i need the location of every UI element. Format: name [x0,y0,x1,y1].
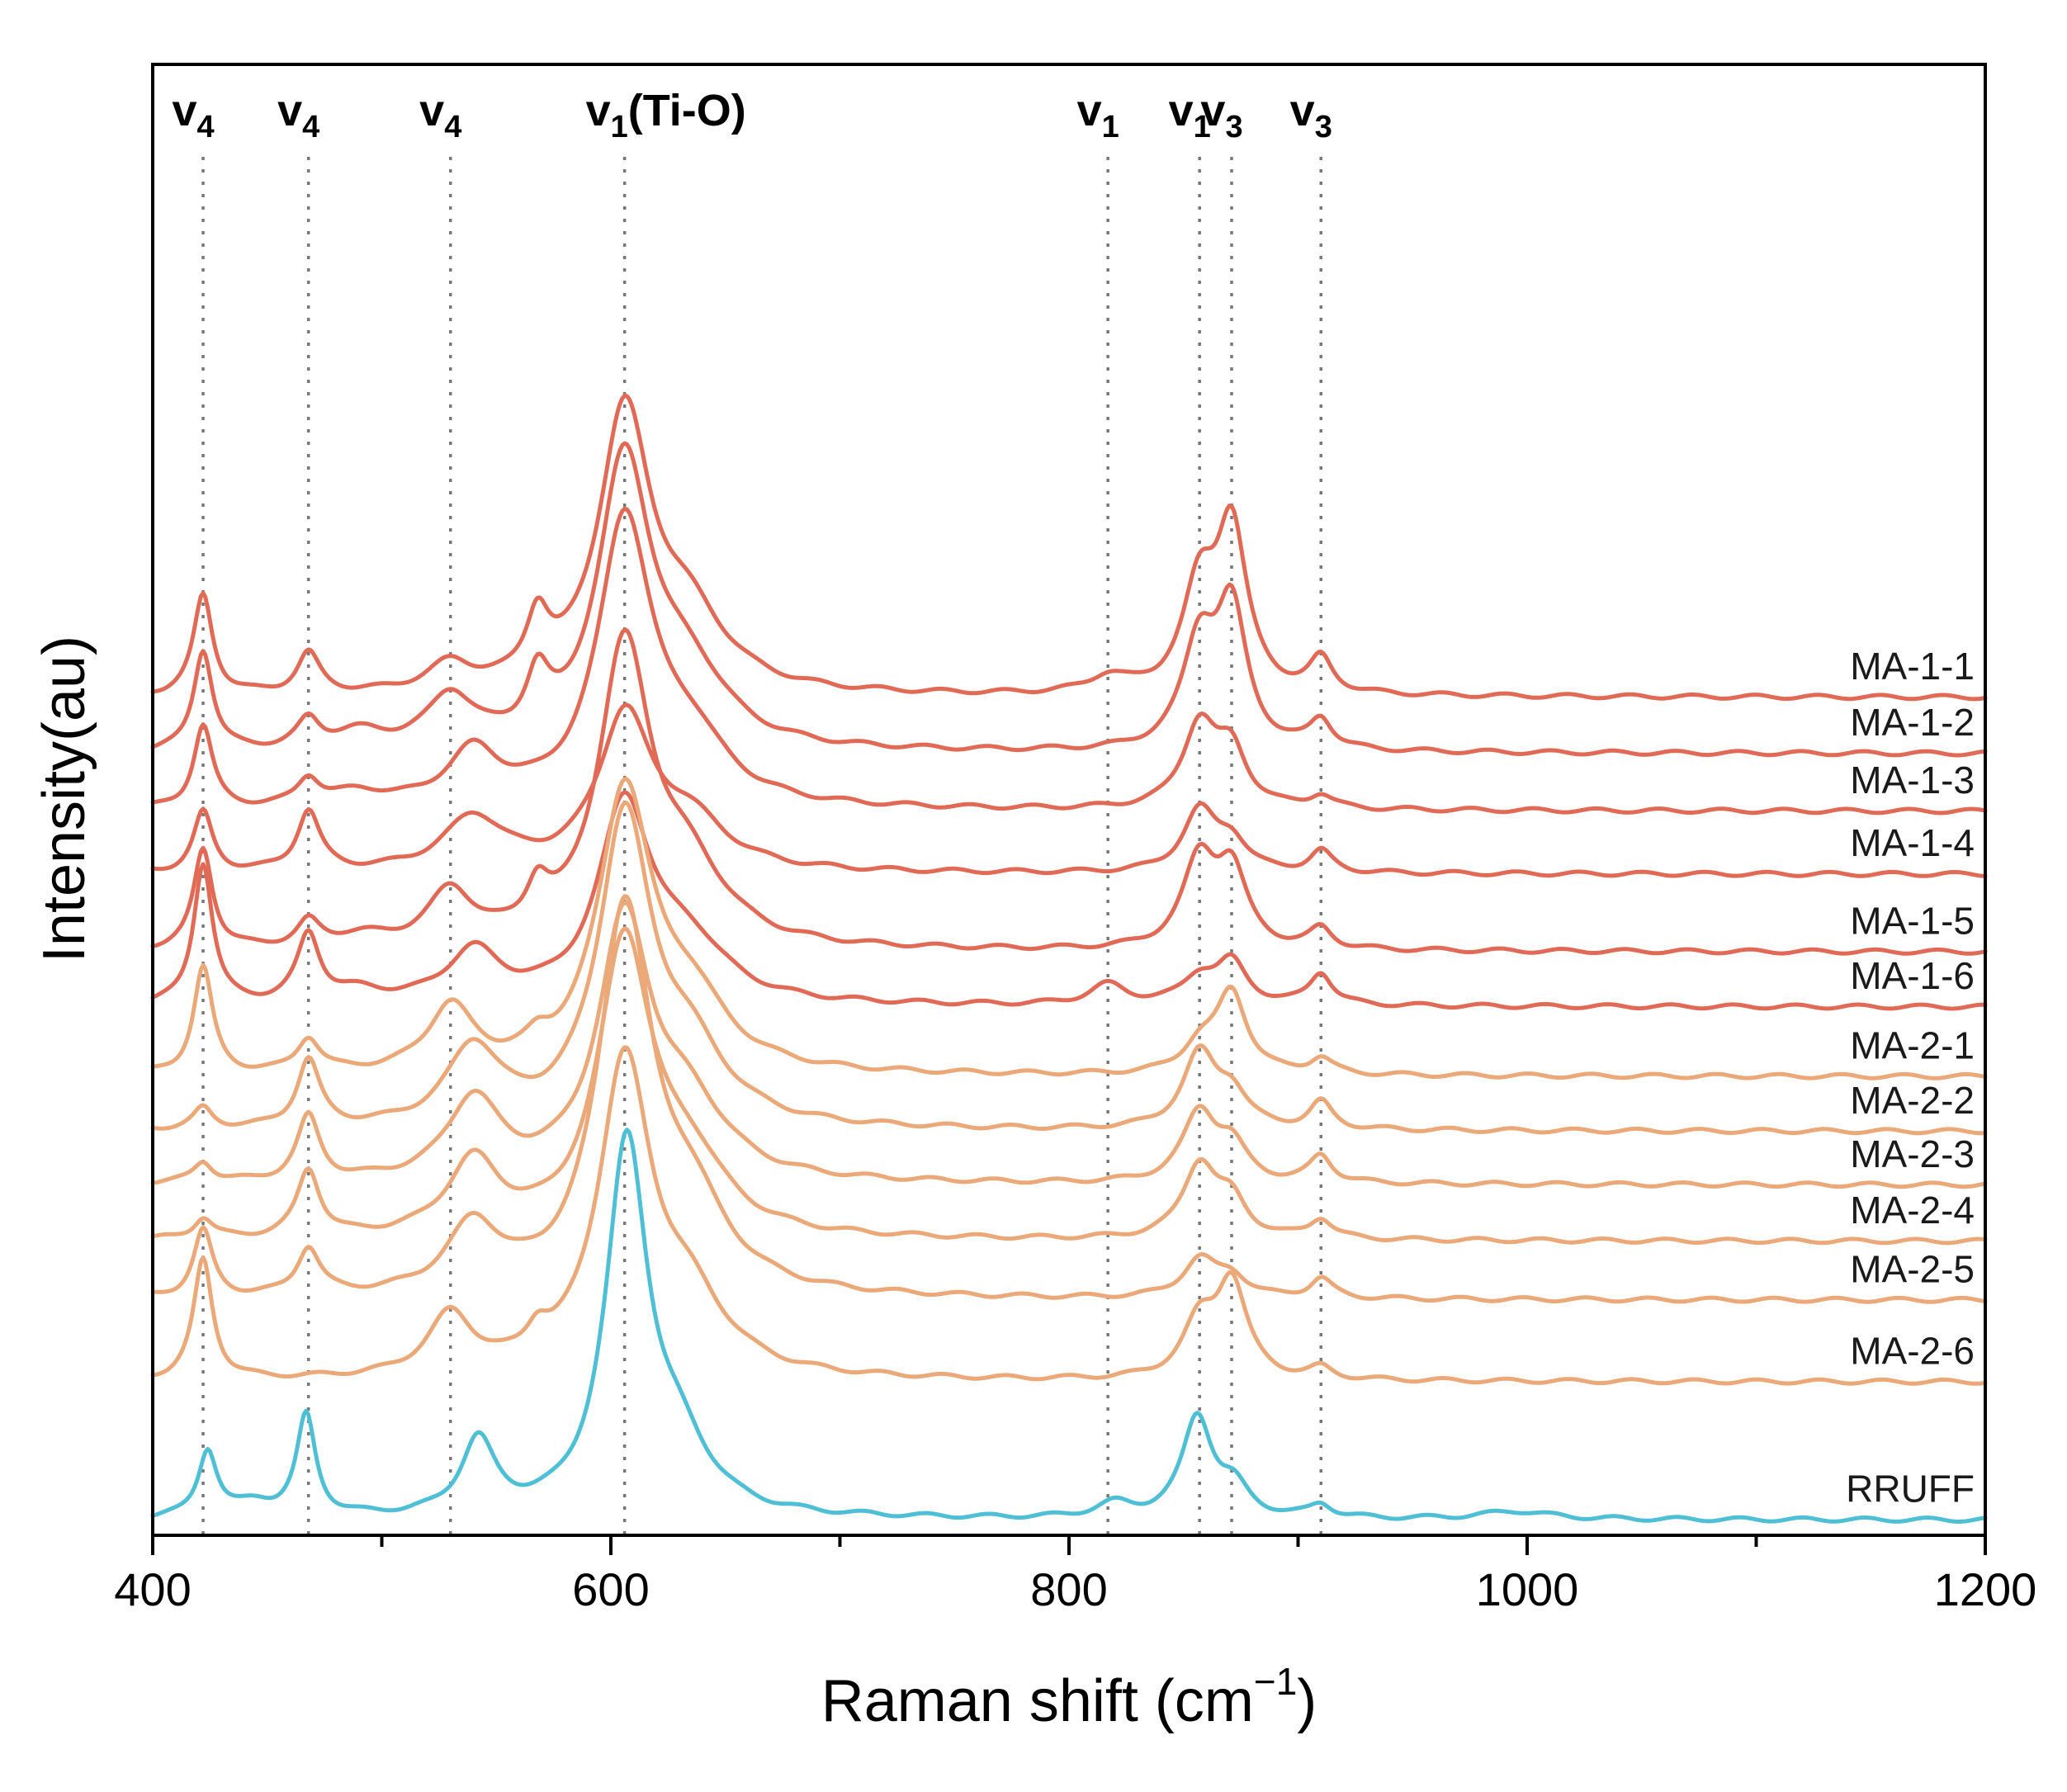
series-line-ma-1-4 [150,702,1988,878]
plot-frame [151,63,1987,1537]
series-line-rruff [150,1128,1988,1524]
series-labels: MA-1-1 MA-1-2 MA-1-3 MA-1-4 MA-1-5 MA-1-6 MA-2… [1846,645,1975,1511]
series-label-ma-1-4: MA-1-4 [1850,821,1975,864]
x-axis-title: Raman shift (cm−1) [821,1660,1317,1734]
series-label-ma-1-6: MA-1-6 [1850,954,1975,997]
peak-label-6: v3 [1200,86,1242,144]
x-tick-label-400: 400 [114,1563,191,1615]
series-label-ma-1-1: MA-1-1 [1850,645,1975,688]
series-label-rruff: RRUFF [1846,1468,1975,1511]
peak-label-0: v4 [172,86,214,144]
peak-label-7: v3 [1290,86,1332,144]
series-line-ma-1-6 [150,790,1988,1011]
x-tick-label-600: 600 [572,1563,649,1615]
peak-label-1: v4 [277,86,319,144]
series-line-ma-1-5 [150,627,1988,956]
x-axis-ticks: 400 600 800 1000 1200 [114,1535,2036,1615]
series-label-ma-2-2: MA-2-2 [1850,1079,1975,1122]
series-label-ma-2-4: MA-2-4 [1850,1189,1975,1232]
series-label-ma-2-5: MA-2-5 [1850,1247,1975,1290]
series-line-ma-2-2 [150,801,1988,1136]
series-line-ma-1-3 [150,506,1988,816]
spectra-lines [150,394,1988,1524]
series-line-ma-1-1 [150,394,1988,702]
peak-reference-lines [201,157,1322,1535]
series-label-ma-2-6: MA-2-6 [1850,1329,1975,1372]
series-label-ma-1-3: MA-1-3 [1850,759,1975,801]
series-line-ma-2-6 [150,1045,1988,1386]
series-line-ma-2-4 [150,926,1988,1246]
peak-label-3: v1(Ti-O) [586,86,746,144]
series-label-ma-1-5: MA-1-5 [1850,899,1975,942]
x-tick-label-1200: 1200 [1934,1563,2037,1615]
peak-label-5: v1 [1169,86,1211,144]
series-label-ma-2-3: MA-2-3 [1850,1132,1975,1175]
series-line-ma-1-2 [150,441,1988,758]
series-line-ma-2-3 [150,901,1988,1189]
peak-label-2: v4 [419,86,461,144]
peak-label-4: v1 [1077,86,1119,144]
series-label-ma-2-1: MA-2-1 [1850,1024,1975,1066]
x-tick-label-800: 800 [1030,1563,1107,1615]
series-label-ma-1-2: MA-1-2 [1850,701,1975,744]
series-line-ma-2-5 [150,894,1988,1304]
x-tick-label-1000: 1000 [1476,1563,1579,1615]
y-axis-title: Intensity(au) [31,636,97,962]
series-line-ma-2-1 [150,777,1988,1080]
